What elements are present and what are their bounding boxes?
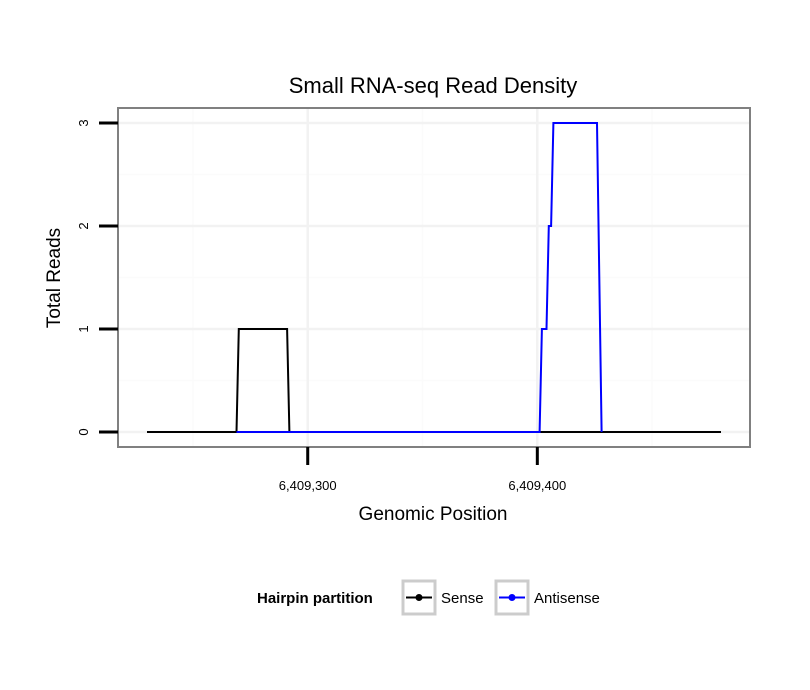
series-layer [147, 122, 721, 433]
x-axis-title: Genomic Position [359, 504, 508, 525]
y-tick-label: 2 [76, 222, 91, 229]
chart-title: Small RNA-seq Read Density [289, 73, 578, 98]
y-tick-label: 1 [76, 325, 91, 332]
legend-item-antisense: Antisense [494, 579, 600, 616]
legend: Hairpin partition Sense Antisense [257, 579, 600, 616]
grid-layer [118, 108, 750, 447]
y-tick-label: 0 [76, 428, 91, 435]
legend-key-point [415, 594, 423, 601]
plot-panel-border [117, 107, 751, 448]
x-axis: 6,409,300 6,409,400 [279, 447, 566, 493]
legend-key-point [508, 594, 516, 601]
x-tick-label: 6,409,400 [508, 478, 566, 493]
series-line-antisense [236, 122, 603, 433]
legend-label: Sense [441, 590, 484, 607]
y-tick-label: 3 [76, 119, 91, 126]
legend-item-sense: Sense [401, 579, 484, 616]
legend-label: Antisense [534, 590, 600, 607]
x-tick-label: 6,409,300 [279, 478, 337, 493]
y-axis: 0 1 2 3 [76, 119, 118, 436]
y-axis-title: Total Reads [44, 228, 65, 328]
legend-title: Hairpin partition [257, 590, 373, 607]
